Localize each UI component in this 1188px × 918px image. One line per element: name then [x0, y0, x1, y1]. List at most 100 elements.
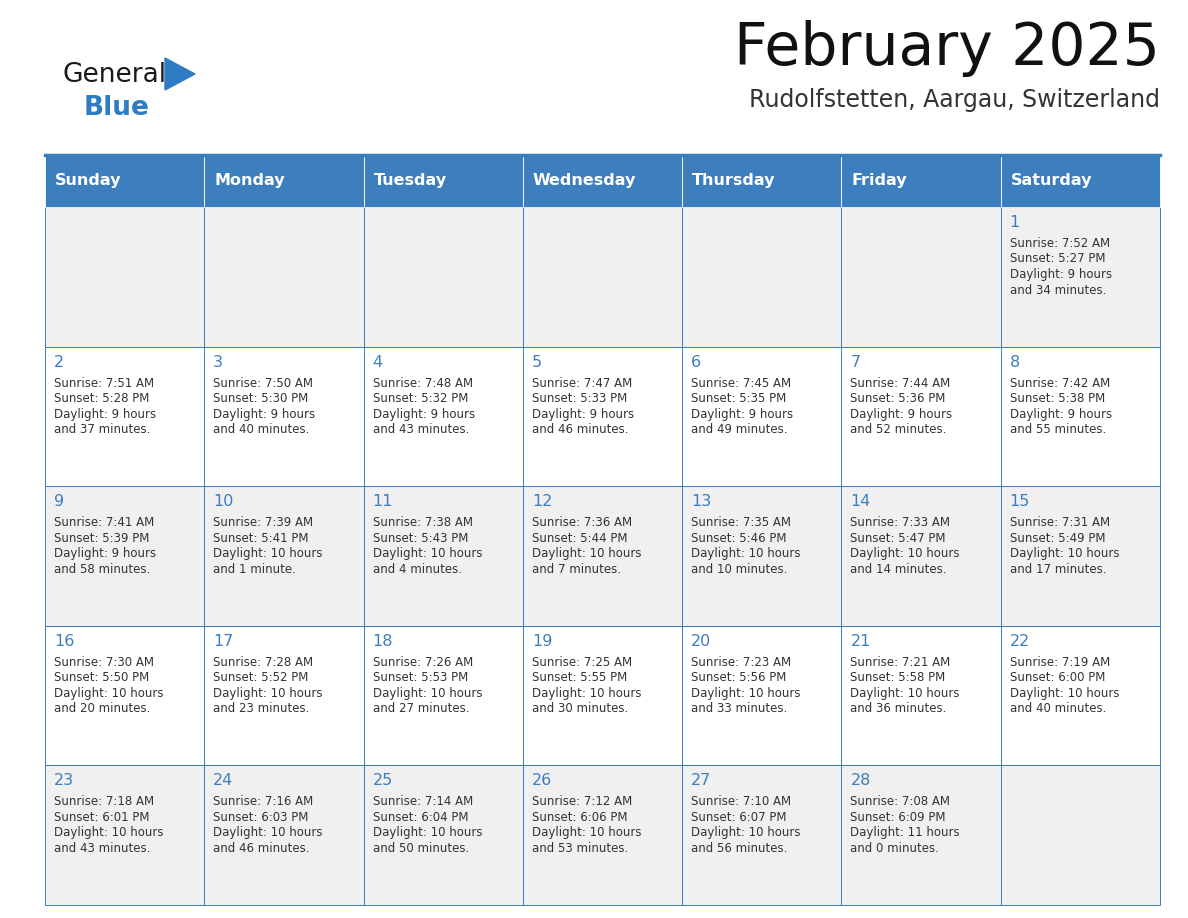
Text: 2: 2	[53, 354, 64, 370]
Text: 26: 26	[532, 773, 552, 789]
Text: 15: 15	[1010, 494, 1030, 509]
Bar	[45, 347, 204, 487]
Text: Monday: Monday	[214, 174, 285, 188]
Text: 27: 27	[691, 773, 712, 789]
Text: Daylight: 9 hours: Daylight: 9 hours	[851, 408, 953, 420]
Polygon shape	[165, 58, 195, 90]
Text: Sunset: 6:06 PM: Sunset: 6:06 PM	[532, 811, 627, 823]
Bar	[1000, 347, 1159, 487]
Text: Sunset: 5:46 PM: Sunset: 5:46 PM	[691, 532, 786, 544]
Text: and 49 minutes.: and 49 minutes.	[691, 423, 788, 436]
Bar	[682, 155, 841, 207]
Text: and 50 minutes.: and 50 minutes.	[373, 842, 469, 855]
Text: Sunset: 5:28 PM: Sunset: 5:28 PM	[53, 392, 150, 405]
Text: Sunday: Sunday	[55, 174, 121, 188]
Text: and 14 minutes.: and 14 minutes.	[851, 563, 947, 576]
Text: Daylight: 10 hours: Daylight: 10 hours	[532, 687, 642, 700]
Text: Sunrise: 7:45 AM: Sunrise: 7:45 AM	[691, 376, 791, 389]
Text: Sunset: 5:33 PM: Sunset: 5:33 PM	[532, 392, 627, 405]
Bar	[841, 766, 1000, 905]
Text: and 40 minutes.: and 40 minutes.	[214, 423, 310, 436]
Text: and 0 minutes.: and 0 minutes.	[851, 842, 940, 855]
Text: and 23 minutes.: and 23 minutes.	[214, 702, 310, 715]
Bar	[841, 155, 1000, 207]
Text: and 52 minutes.: and 52 minutes.	[851, 423, 947, 436]
Bar	[841, 207, 1000, 347]
Text: and 20 minutes.: and 20 minutes.	[53, 702, 151, 715]
Bar	[841, 487, 1000, 626]
Text: 7: 7	[851, 354, 860, 370]
Text: 25: 25	[373, 773, 393, 789]
Text: 13: 13	[691, 494, 712, 509]
Text: Sunset: 5:47 PM: Sunset: 5:47 PM	[851, 532, 946, 544]
Text: and 40 minutes.: and 40 minutes.	[1010, 702, 1106, 715]
Text: Sunrise: 7:19 AM: Sunrise: 7:19 AM	[1010, 655, 1110, 669]
Text: Sunset: 5:27 PM: Sunset: 5:27 PM	[1010, 252, 1105, 265]
Text: Sunrise: 7:21 AM: Sunrise: 7:21 AM	[851, 655, 950, 669]
Bar	[364, 155, 523, 207]
Text: 19: 19	[532, 633, 552, 649]
Text: Daylight: 9 hours: Daylight: 9 hours	[53, 547, 156, 560]
Text: and 7 minutes.: and 7 minutes.	[532, 563, 621, 576]
Text: Sunrise: 7:44 AM: Sunrise: 7:44 AM	[851, 376, 950, 389]
Text: Daylight: 9 hours: Daylight: 9 hours	[532, 408, 634, 420]
Text: Sunrise: 7:41 AM: Sunrise: 7:41 AM	[53, 516, 154, 529]
Text: and 55 minutes.: and 55 minutes.	[1010, 423, 1106, 436]
Text: 20: 20	[691, 633, 712, 649]
Text: Sunrise: 7:18 AM: Sunrise: 7:18 AM	[53, 795, 154, 809]
Text: Sunrise: 7:10 AM: Sunrise: 7:10 AM	[691, 795, 791, 809]
Text: and 34 minutes.: and 34 minutes.	[1010, 284, 1106, 297]
Text: Sunset: 5:30 PM: Sunset: 5:30 PM	[214, 392, 309, 405]
Text: Saturday: Saturday	[1011, 174, 1092, 188]
Text: Sunset: 5:43 PM: Sunset: 5:43 PM	[373, 532, 468, 544]
Text: Sunrise: 7:12 AM: Sunrise: 7:12 AM	[532, 795, 632, 809]
Text: Daylight: 10 hours: Daylight: 10 hours	[691, 687, 801, 700]
Bar	[682, 347, 841, 487]
Text: Daylight: 10 hours: Daylight: 10 hours	[691, 826, 801, 839]
Bar	[364, 487, 523, 626]
Text: 6: 6	[691, 354, 701, 370]
Text: Sunset: 6:07 PM: Sunset: 6:07 PM	[691, 811, 786, 823]
Text: Sunset: 5:39 PM: Sunset: 5:39 PM	[53, 532, 150, 544]
Text: and 30 minutes.: and 30 minutes.	[532, 702, 628, 715]
Text: Daylight: 10 hours: Daylight: 10 hours	[532, 826, 642, 839]
Bar	[364, 207, 523, 347]
Text: Sunset: 6:03 PM: Sunset: 6:03 PM	[214, 811, 309, 823]
Bar	[1000, 487, 1159, 626]
Text: February 2025: February 2025	[734, 20, 1159, 77]
Text: Daylight: 10 hours: Daylight: 10 hours	[53, 687, 164, 700]
Text: Sunrise: 7:31 AM: Sunrise: 7:31 AM	[1010, 516, 1110, 529]
Bar	[523, 626, 682, 766]
Text: Sunset: 5:55 PM: Sunset: 5:55 PM	[532, 671, 627, 684]
Text: Sunset: 6:09 PM: Sunset: 6:09 PM	[851, 811, 946, 823]
Text: and 53 minutes.: and 53 minutes.	[532, 842, 628, 855]
Text: and 37 minutes.: and 37 minutes.	[53, 423, 151, 436]
Text: Daylight: 10 hours: Daylight: 10 hours	[214, 547, 323, 560]
Bar	[523, 207, 682, 347]
Bar	[682, 207, 841, 347]
Bar	[682, 626, 841, 766]
Text: Daylight: 9 hours: Daylight: 9 hours	[691, 408, 794, 420]
Text: and 4 minutes.: and 4 minutes.	[373, 563, 462, 576]
Bar	[364, 626, 523, 766]
Bar	[523, 487, 682, 626]
Text: Sunset: 5:53 PM: Sunset: 5:53 PM	[373, 671, 468, 684]
Text: Tuesday: Tuesday	[373, 174, 447, 188]
Text: and 17 minutes.: and 17 minutes.	[1010, 563, 1106, 576]
Text: Sunrise: 7:48 AM: Sunrise: 7:48 AM	[373, 376, 473, 389]
Text: 14: 14	[851, 494, 871, 509]
Text: Sunset: 5:38 PM: Sunset: 5:38 PM	[1010, 392, 1105, 405]
Text: Sunrise: 7:25 AM: Sunrise: 7:25 AM	[532, 655, 632, 669]
Bar	[204, 347, 364, 487]
Bar	[45, 766, 204, 905]
Text: Friday: Friday	[852, 174, 908, 188]
Text: Sunset: 5:35 PM: Sunset: 5:35 PM	[691, 392, 786, 405]
Text: Sunset: 5:52 PM: Sunset: 5:52 PM	[214, 671, 309, 684]
Text: Sunrise: 7:30 AM: Sunrise: 7:30 AM	[53, 655, 154, 669]
Text: Sunset: 5:32 PM: Sunset: 5:32 PM	[373, 392, 468, 405]
Text: Daylight: 10 hours: Daylight: 10 hours	[532, 547, 642, 560]
Text: Daylight: 10 hours: Daylight: 10 hours	[214, 687, 323, 700]
Text: 11: 11	[373, 494, 393, 509]
Bar	[523, 155, 682, 207]
Text: 16: 16	[53, 633, 75, 649]
